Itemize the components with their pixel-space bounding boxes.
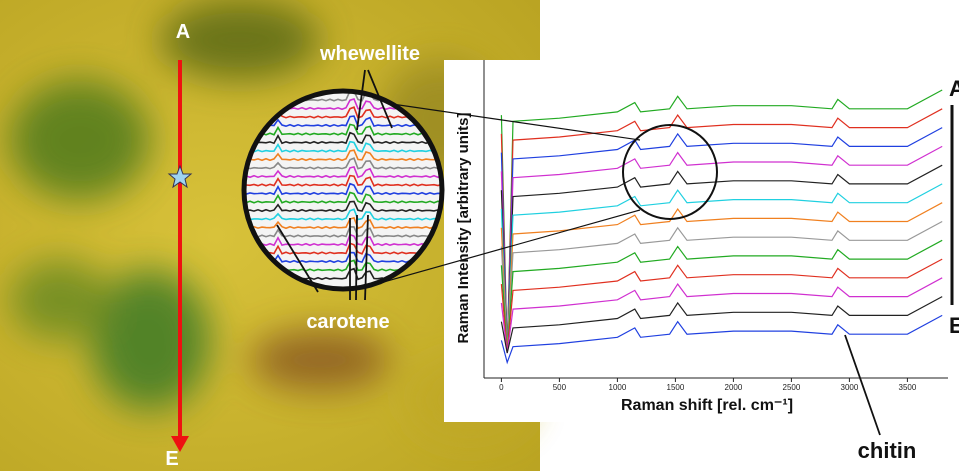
carotene-label: carotene	[306, 311, 389, 333]
label-a: A	[176, 21, 190, 43]
x-tick-label: 0	[499, 383, 504, 392]
x-tick-label: 3500	[899, 383, 917, 392]
x-tick-label: 3000	[841, 383, 859, 392]
x-tick-label: 1000	[609, 383, 627, 392]
chitin-label: chitin	[858, 438, 917, 463]
x-tick-label: 1500	[667, 383, 685, 392]
x-tick-label: 2000	[725, 383, 743, 392]
chart-label-e: E	[949, 313, 959, 338]
label-e: E	[165, 448, 178, 470]
x-tick-label: 2500	[783, 383, 801, 392]
whewellite-label: whewellite	[319, 43, 420, 65]
x-tick-label: 500	[553, 383, 567, 392]
chart-label-a: A	[949, 76, 959, 101]
chart-panel	[444, 60, 959, 422]
magnifier	[240, 91, 446, 289]
y-axis-title: Raman Intensity [arbitrary units]	[455, 113, 472, 344]
figure: A E 0 500 1000 1500 2000 2500 3000 3500 Raman sh…	[0, 0, 959, 471]
x-axis-title: Raman shift [rel. cm⁻¹]	[621, 397, 793, 414]
